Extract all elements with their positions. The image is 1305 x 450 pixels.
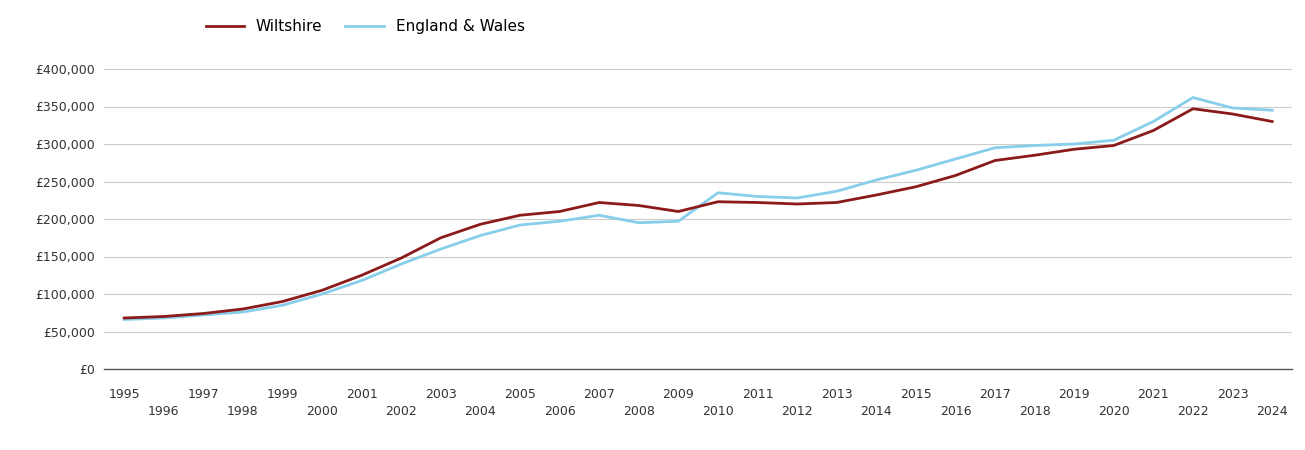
Text: 2007: 2007	[583, 388, 615, 401]
Text: 2011: 2011	[741, 388, 774, 401]
Text: 2008: 2008	[622, 405, 655, 418]
Text: 2000: 2000	[307, 405, 338, 418]
Text: 2004: 2004	[465, 405, 496, 418]
Text: 1999: 1999	[266, 388, 299, 401]
Text: 2003: 2003	[425, 388, 457, 401]
Text: 2022: 2022	[1177, 405, 1208, 418]
Text: 1996: 1996	[147, 405, 180, 418]
Text: 1995: 1995	[108, 388, 140, 401]
Text: 2001: 2001	[346, 388, 377, 401]
Text: 2002: 2002	[385, 405, 418, 418]
Text: 2015: 2015	[900, 388, 932, 401]
Text: 2012: 2012	[782, 405, 813, 418]
Text: 2010: 2010	[702, 405, 733, 418]
Text: 2018: 2018	[1019, 405, 1051, 418]
Text: 1997: 1997	[188, 388, 219, 401]
Text: 2021: 2021	[1138, 388, 1169, 401]
Text: 2005: 2005	[504, 388, 536, 401]
Text: 2023: 2023	[1216, 388, 1249, 401]
Legend: Wiltshire, England & Wales: Wiltshire, England & Wales	[200, 13, 531, 40]
Text: 2014: 2014	[860, 405, 893, 418]
Text: 2016: 2016	[940, 405, 971, 418]
Text: 2020: 2020	[1098, 405, 1130, 418]
Text: 2017: 2017	[979, 388, 1011, 401]
Text: 2006: 2006	[544, 405, 576, 418]
Text: 1998: 1998	[227, 405, 258, 418]
Text: 2024: 2024	[1257, 405, 1288, 418]
Text: 2009: 2009	[663, 388, 694, 401]
Text: 2013: 2013	[821, 388, 852, 401]
Text: 2019: 2019	[1058, 388, 1090, 401]
